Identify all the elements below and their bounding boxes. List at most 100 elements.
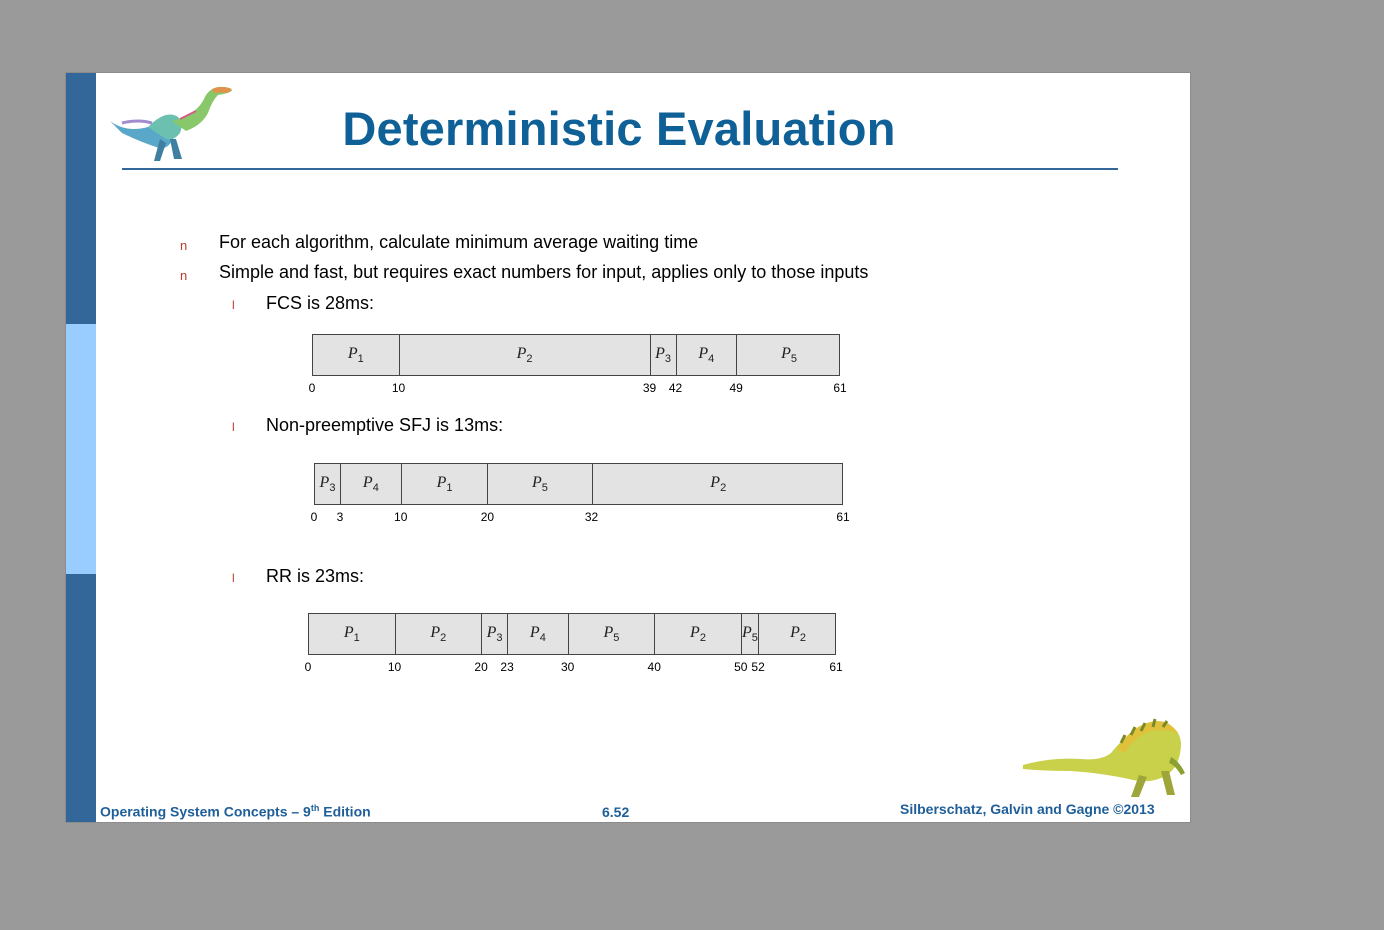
process-letter: P [319,474,330,491]
process-number: 2 [699,632,706,645]
gantt-segment-p4: P4 [341,464,402,504]
gantt-segment-p3: P3 [651,335,677,375]
process-number: 1 [446,482,453,495]
dinosaur-bottom-illustration [1023,718,1185,797]
gantt-tick-label: 61 [836,510,850,524]
slide: Deterministic Evaluation n For each algo… [65,72,1191,823]
sub-marker-3: l [232,571,235,585]
process-letter: P [362,474,373,491]
process-letter: P [790,624,800,641]
process-number: 1 [353,632,360,645]
gantt-segment-p2: P2 [593,464,844,504]
gantt-tick-label: 61 [829,660,843,674]
gantt-segment-label: P4 [677,345,737,365]
gantt-segment-label: P1 [313,345,399,365]
process-letter: P [741,624,752,641]
process-number: 3 [664,353,671,366]
footer-course-tail: Edition [319,803,371,820]
bullet-marker-2: n [180,268,188,283]
footer-page-number: 6.52 [602,804,630,820]
gantt-segment-label: P3 [482,624,507,644]
footer-copyright: Silberschatz, Galvin and Gagne ©2013 [900,801,1155,817]
process-letter: P [486,624,497,641]
gantt-segment-label: P2 [655,624,741,644]
footer-course-title: Operating System Concepts – 9th Edition [100,803,371,820]
sidebar-band-middle [66,324,96,574]
gantt-segment-label: P3 [315,474,340,494]
gantt-tick-label: 50 [734,660,748,674]
gantt-segment-p5: P5 [488,464,593,504]
gantt-tick-label: 49 [729,381,743,395]
bullet-1: For each algorithm, calculate minimum av… [219,232,699,252]
gantt-segment-label: P4 [508,624,568,644]
process-number: 1 [357,353,364,366]
process-number: 5 [541,482,548,495]
gantt-tick-label: 10 [394,510,408,524]
gantt-tick-label: 39 [642,381,657,395]
gantt-chart-sjf: P3 P4 P1 P5 P2 0 3 10 20 32 61 [311,463,850,527]
gantt-bar: P3 P4 P1 P5 P2 [314,463,843,505]
sub-bullet-fcs: FCS is 28ms: [266,293,375,313]
process-letter: P [781,345,791,362]
process-letter: P [655,345,665,362]
sidebar-band-top [66,73,96,324]
process-number: 3 [496,632,503,645]
process-number: 5 [751,632,758,645]
gantt-tick-label: 0 [304,660,312,674]
gantt-segment-p5: P5 [737,335,841,375]
gantt-segment-p5: P5 [741,614,760,654]
process-number: 2 [799,632,806,645]
process-letter: P [710,474,721,491]
process-number: 5 [790,353,797,366]
bullet-2: Simple and fast, but requires exact numb… [219,262,869,282]
sub-marker-2: l [232,420,235,434]
sub-marker-1: l [232,298,235,312]
sub-bullet-sjf: Non-preemptive SFJ is 13ms: [266,415,504,435]
process-number: 4 [372,482,379,495]
process-letter: P [436,474,447,491]
process-number: 2 [526,353,533,366]
process-letter: P [532,474,542,491]
gantt-chart-fcs: P1 P2 P3 P4 P5 0 10 39 42 49 61 [308,334,847,398]
gantt-segment-label: P2 [400,345,650,365]
gantt-segment-label: P5 [737,345,841,365]
process-number: 3 [329,482,336,495]
dinosaur-top-illustration [110,86,232,161]
gantt-tick-label: 23 [500,660,514,674]
gantt-segment-label: P2 [759,624,837,644]
gantt-tick-label: 20 [480,510,495,524]
gantt-tick-label: 3 [336,510,344,524]
gantt-tick-label: 30 [560,660,575,674]
gantt-segment-label: P5 [569,624,655,644]
process-letter: P [516,345,527,362]
gantt-tick-label: 40 [647,660,661,674]
process-number: 4 [539,632,546,645]
footer-edition-sup: th [310,803,320,813]
title-underline [122,168,1118,170]
gantt-bar: P1 P2 P3 P4 P5 [312,334,840,376]
gantt-segment-p1: P1 [402,464,489,504]
gantt-tick-label: 0 [308,381,316,395]
gantt-chart-rr: P1 P2 P3 P4 P5 P2 P5 P2 0 10 20 23 30 40 50 52 61 [304,613,843,677]
gantt-tick-label: 10 [391,381,406,395]
gantt-tick-label: 52 [751,660,765,674]
bullet-marker-1: n [180,238,188,253]
gantt-tick-label: 32 [584,510,599,524]
gantt-segment-p2: P2 [396,614,483,654]
gantt-segment-label: P5 [488,474,591,494]
slide-title: Deterministic Evaluation [342,102,896,155]
gantt-segment-label: P2 [593,474,844,494]
process-number: 2 [720,482,727,495]
gantt-segment-p4: P4 [677,335,738,375]
gantt-segment-p1: P1 [313,335,400,375]
gantt-segment-p1: P1 [309,614,396,654]
gantt-segment-label: P2 [396,624,482,644]
gantt-tick-label: 61 [833,381,847,395]
gantt-segment-label: P1 [402,474,488,494]
process-number: 2 [440,632,447,645]
gantt-segment-p4: P4 [508,614,569,654]
gantt-tick-label: 42 [668,381,683,395]
gantt-bar: P1 P2 P3 P4 P5 P2 P5 P2 [308,613,836,655]
gantt-segment-label: P1 [309,624,395,644]
gantt-segment-p5: P5 [569,614,656,654]
